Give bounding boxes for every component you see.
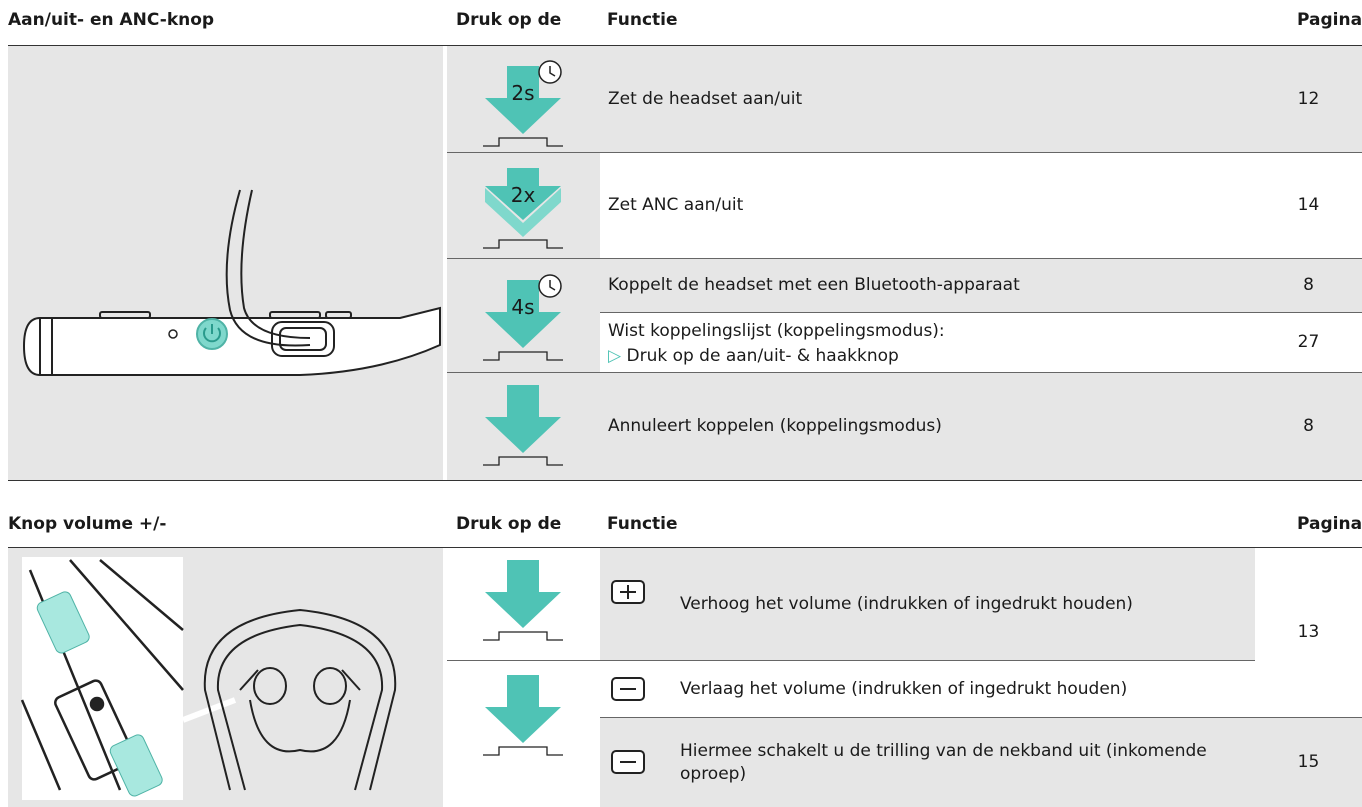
rule [8,45,1362,46]
key-symbol [620,585,636,599]
page-number: 12 [1255,46,1362,152]
header: Pagina [1297,514,1362,534]
rule [600,717,1362,718]
function: Hiermee schakelt u de trilling van de ne… [600,718,1255,807]
header: Knop volume +/- [8,514,167,534]
power-icon [203,324,221,343]
header: Druk op de [456,10,562,30]
function: Annuleert koppelen (koppelingsmodus) [600,373,1255,480]
press-arrow [485,188,561,237]
function: Verlaag het volume (indrukken of ingedru… [680,678,1128,699]
rule [447,660,1255,661]
device-drawing [22,189,441,376]
page-number: 15 [1255,718,1362,807]
page-number: 8 [1255,373,1362,480]
press-arrow [485,66,561,134]
press-arrow [485,168,561,220]
closeup [22,557,183,800]
closeup-drawing [20,559,184,791]
minus-key [109,734,163,797]
note: Druk op de aan/uit- & haakknop [626,346,899,366]
press-arrow [485,280,561,348]
note-line: ▷ Druk op de aan/uit- & haakknop [608,344,1255,369]
button-outline [483,746,563,756]
rule [447,372,1362,373]
neckband [203,608,397,791]
rule [8,547,1362,548]
page-number: 13 [1297,622,1320,642]
press-arrow [485,675,561,743]
function-text: Wist koppelingslijst (koppelingsmodus): [608,321,945,341]
press-label: 2x [511,183,536,207]
page-number: 8 [1255,259,1362,312]
header: Aan/uit- en ANC-knop [8,10,215,30]
function: Zet ANC aan/uit [608,195,744,215]
clock-hands [549,66,556,77]
header: Pagina [1297,10,1362,30]
header: Functie [607,514,678,534]
header: Functie [607,10,678,30]
image-cell [8,46,443,480]
rule [600,312,1362,313]
page-number: 14 [1297,195,1320,215]
press-arrow [485,560,561,628]
press-label: 2s [511,81,534,105]
button-outline [483,351,563,361]
rule [447,152,1362,153]
function: Koppelt de headset met een Bluetooth-app… [600,259,1255,312]
button-outline [483,239,563,249]
rule [447,258,1362,259]
arrow-icon: ▷ [608,346,622,366]
page-number: 27 [1297,332,1320,352]
header: Druk op de [456,514,562,534]
function: Wist koppelingslijst (koppelingsmodus): … [600,313,1255,372]
button-outline [483,137,563,147]
press-label: 4s [511,295,534,319]
button-outline [483,456,563,466]
function: Zet de headset aan/uit [600,46,1255,152]
function: Verhoog het volume (indrukken of ingedru… [600,548,1255,660]
button-outline [483,631,563,641]
rule [8,480,1362,481]
press-arrow [485,385,561,453]
plus-key [36,591,90,654]
clock-hands [549,280,556,291]
